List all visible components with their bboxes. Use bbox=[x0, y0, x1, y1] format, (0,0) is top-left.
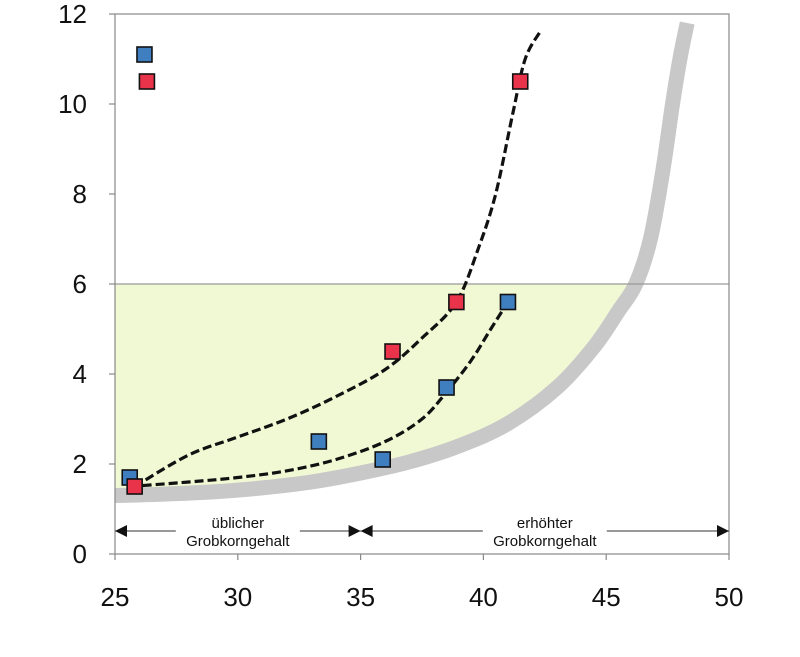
x-tick-label: 35 bbox=[346, 582, 375, 612]
range-label-line1: erhöhter bbox=[517, 515, 573, 532]
boundary-curve-layer bbox=[114, 21, 695, 503]
data-point-s1-1 bbox=[136, 46, 153, 63]
trend-curve-2 bbox=[129, 301, 510, 489]
y-tick-label: 4 bbox=[73, 359, 87, 389]
data-point-s1-3 bbox=[310, 433, 328, 450]
data-point-s2-2 bbox=[126, 478, 143, 495]
x-tick-label: 50 bbox=[715, 582, 744, 612]
y-tick-label: 0 bbox=[73, 539, 87, 569]
data-point-s2-4 bbox=[448, 293, 465, 311]
x-tick-label: 40 bbox=[469, 582, 498, 612]
boundary-curve bbox=[114, 21, 695, 503]
acceptable-zone-layer bbox=[115, 284, 636, 496]
x-tick-label: 45 bbox=[592, 582, 621, 612]
acceptable-zone bbox=[115, 284, 636, 496]
range-arrow-left bbox=[360, 525, 373, 537]
data-point-s2-1 bbox=[138, 73, 156, 90]
data-point-s1-5 bbox=[438, 379, 455, 396]
y-tick-label: 2 bbox=[73, 449, 87, 479]
ranges-layer: üblicherGrobkorngehalterhöhterGrobkornge… bbox=[115, 513, 729, 550]
y-tick-label: 6 bbox=[73, 269, 87, 299]
data-point-s2-5 bbox=[511, 73, 529, 90]
range-arrow-right bbox=[348, 525, 361, 537]
x-tick-label: 30 bbox=[223, 582, 252, 612]
range-arrow-left bbox=[115, 525, 127, 537]
tick-labels-layer: 25 30 35 40 45 50 0 2 4 6 8 10 12 bbox=[58, 0, 743, 612]
trend-curves-layer bbox=[129, 31, 542, 489]
data-point-s2-3 bbox=[384, 343, 401, 360]
y-tick-label: 12 bbox=[58, 0, 87, 29]
data-points-layer bbox=[121, 46, 529, 495]
trend-curve-1 bbox=[133, 31, 542, 488]
y-tick-label: 8 bbox=[73, 179, 87, 209]
range-arrow-right bbox=[717, 525, 729, 537]
range-label-bg bbox=[175, 513, 300, 549]
data-point-s1-6 bbox=[499, 293, 517, 311]
data-point-s1-4 bbox=[374, 451, 392, 468]
range-label-line2: Grobkorngehalt bbox=[493, 533, 597, 550]
x-tick-label: 25 bbox=[101, 582, 130, 612]
y-tick-label: 10 bbox=[58, 89, 87, 119]
range-label-line2: Grobkorngehalt bbox=[186, 533, 290, 550]
range-label-line1: üblicher bbox=[212, 515, 265, 532]
range-label-bg bbox=[482, 513, 607, 549]
